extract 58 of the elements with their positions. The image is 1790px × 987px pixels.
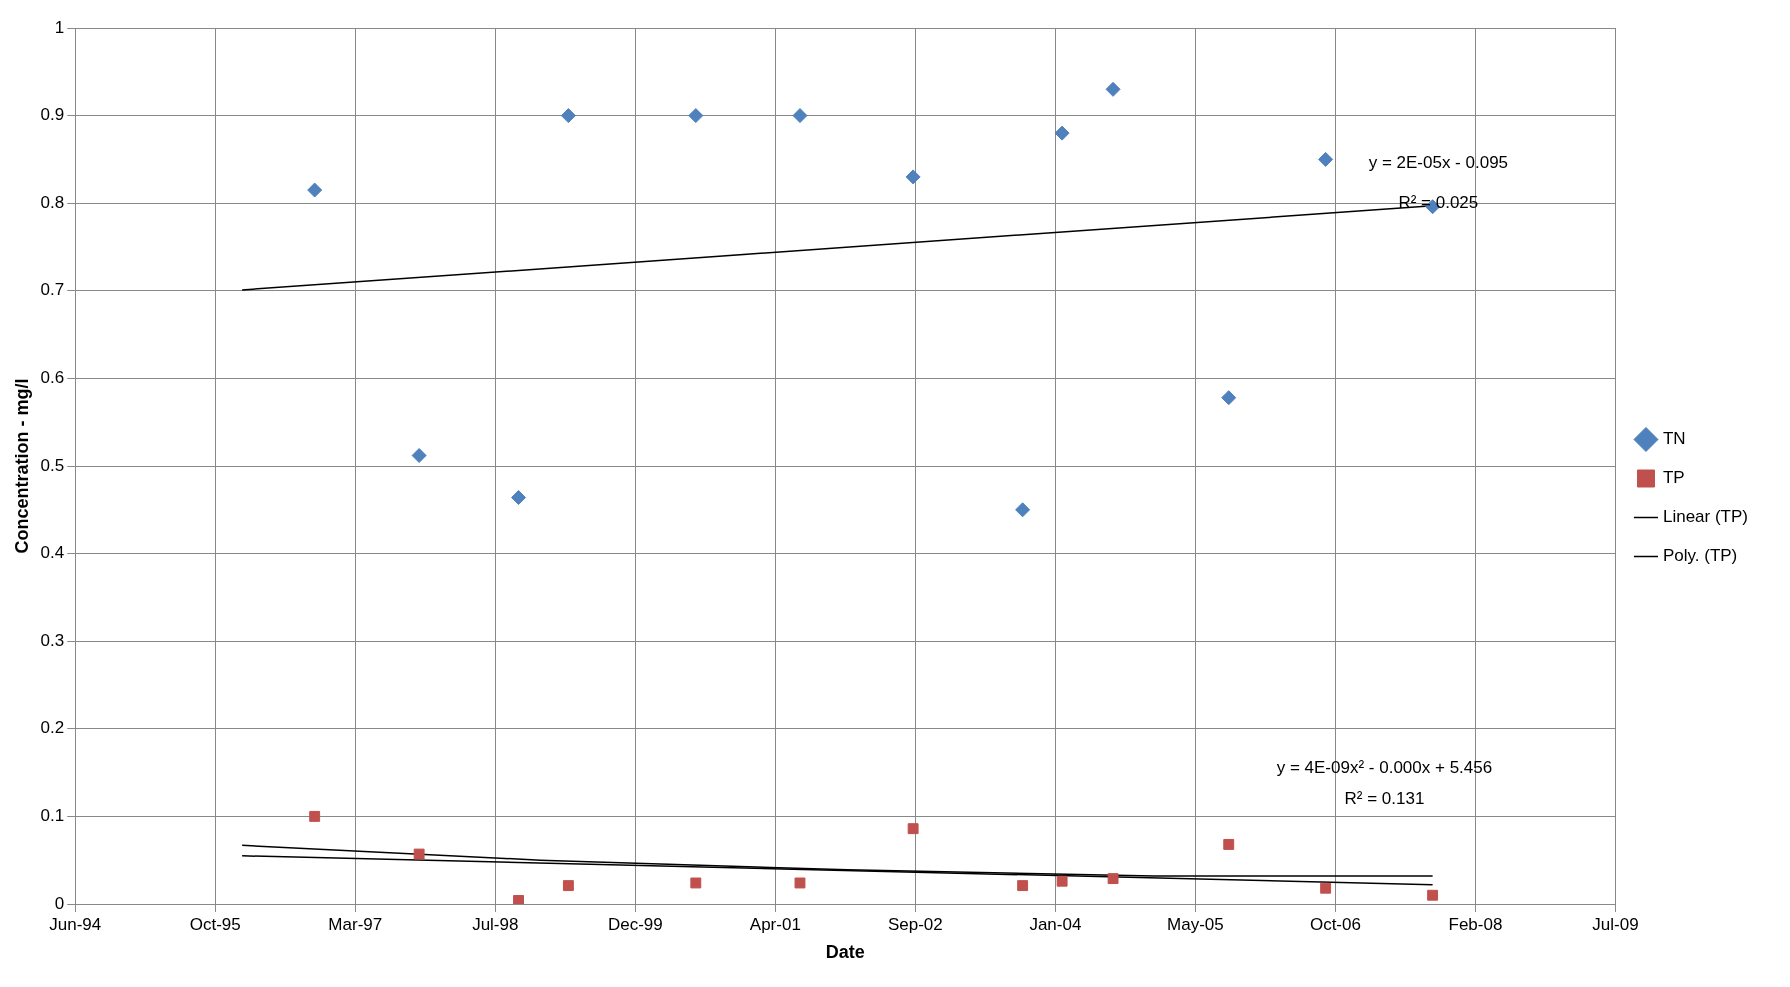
point [513,895,524,904]
y-tick-label: 0.8 [40,192,65,212]
point [1318,151,1334,167]
x-tick-label: Oct-06 [1309,914,1361,934]
point [560,108,576,124]
legend-label: TP [1662,468,1685,488]
x-tick-label: Jul-09 [1592,914,1639,934]
y-tick-label: 0.7 [40,280,65,300]
point [792,108,808,124]
legend-label: Linear (TP) [1662,507,1749,527]
point [307,182,323,198]
point [1320,882,1332,894]
y-tick-label: 0.1 [40,806,65,826]
point [794,877,806,889]
x-tick-label: Oct-95 [189,914,241,934]
y-axis-title: Concentration - mg/l [11,378,32,554]
point [1107,873,1119,885]
x-tick-label: Dec-99 [607,914,663,934]
y-tick-label: 1 [54,17,65,37]
x-tick-label: Feb-08 [1448,914,1503,934]
point [905,169,921,185]
x-tick-label: Sep-02 [887,914,943,934]
point [1221,390,1237,406]
annotation: y = 2E-05x - 0.095 [1368,153,1509,173]
x-tick-label: Jan-04 [1029,914,1082,934]
y-tick-label: 0.5 [40,455,65,475]
point [907,823,919,835]
legend-label: Poly. (TP) [1662,546,1738,566]
point [1105,81,1121,97]
point [688,108,704,124]
x-tick-label: Jun-94 [49,914,102,934]
y-tick-label: 0.9 [40,105,65,125]
point [690,877,702,889]
point [1017,880,1029,892]
annotation: R² = 0.025 [1398,192,1479,212]
y-tick-label: 0.6 [40,368,65,388]
y-tick-label: 0.2 [40,718,65,738]
point [1015,502,1031,518]
point [1056,875,1068,887]
point [309,810,321,822]
point [1223,838,1235,850]
point [413,848,425,860]
point [562,880,574,892]
point [411,447,427,463]
y-tick-label: 0 [54,893,65,913]
x-tick-label: Jul-98 [472,914,519,934]
annotation: R² = 0.131 [1344,788,1425,808]
y-tick-label: 0.4 [40,543,65,563]
legend-label: TN [1662,429,1686,449]
point [511,490,527,506]
y-tick-label: 0.3 [40,630,65,650]
point [1054,125,1070,141]
point [1427,889,1439,901]
x-tick-label: Mar-97 [328,914,383,934]
annotation: y = 4E-09x² - 0.000x + 5.456 [1276,757,1493,777]
x-tick-label: May-05 [1167,914,1224,934]
x-axis-title: Date [825,942,865,963]
x-tick-label: Apr-01 [749,914,801,934]
